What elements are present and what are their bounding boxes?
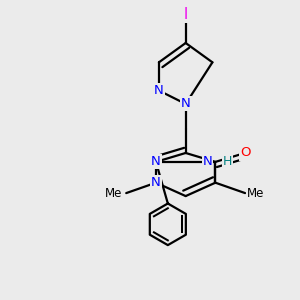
Text: I: I: [184, 7, 188, 22]
Text: H: H: [223, 155, 232, 168]
Text: Me: Me: [247, 187, 264, 200]
Text: Me: Me: [105, 187, 123, 200]
Text: N: N: [151, 155, 161, 168]
Text: N: N: [154, 84, 164, 97]
Text: N: N: [203, 155, 212, 168]
Text: O: O: [240, 146, 250, 160]
Text: N: N: [181, 98, 190, 110]
Text: N: N: [151, 176, 161, 189]
Text: O: O: [151, 155, 161, 168]
